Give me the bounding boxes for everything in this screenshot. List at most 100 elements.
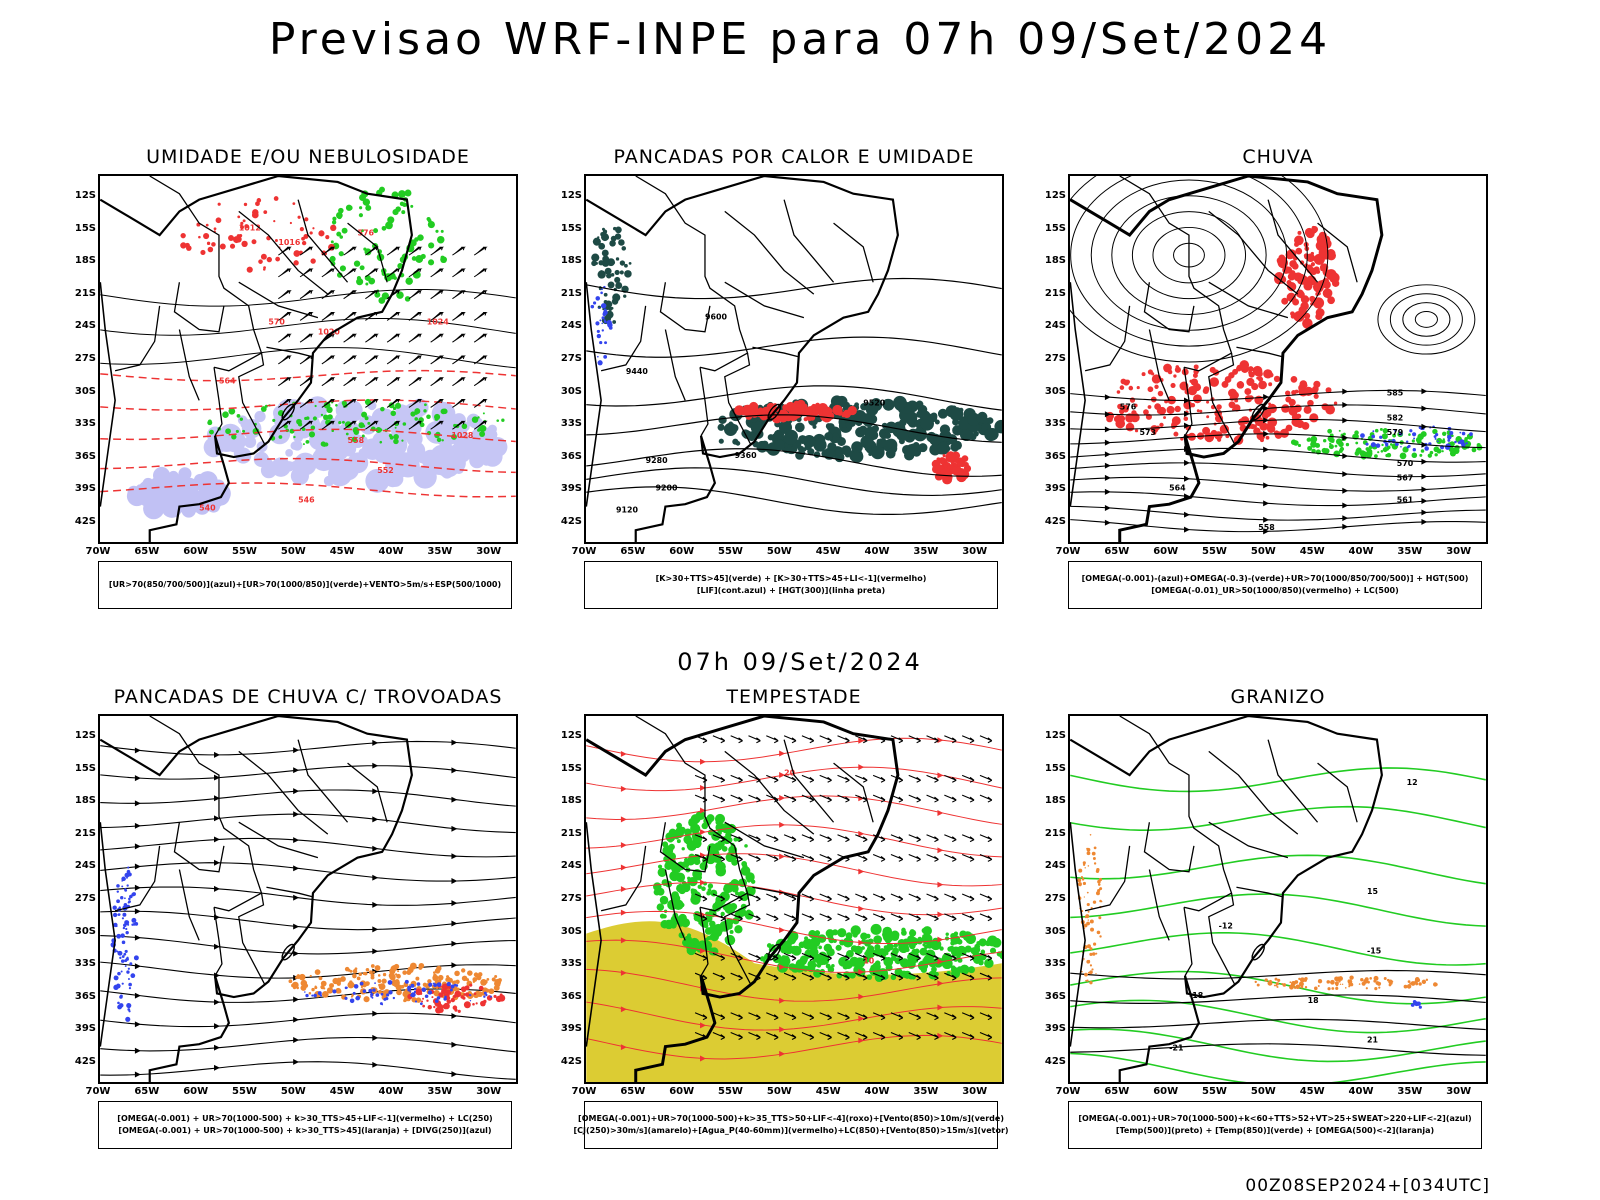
panel-legend: [UR>70(850/700/500)](azul)+[UR>70(1000/8… <box>98 561 512 609</box>
hgt500-contours <box>1070 388 1486 535</box>
lat-tick-label: 42S <box>74 1056 96 1067</box>
lon-tick-label: 35W <box>427 546 453 557</box>
instability-green <box>591 226 632 325</box>
lat-tick-label: 39S <box>1044 1023 1066 1035</box>
lon-tick-label: 60W <box>183 546 209 557</box>
lat-tick-label: 12S <box>1044 730 1066 741</box>
map-svg <box>100 716 516 1082</box>
lon-tick-label: 55W <box>1202 546 1227 557</box>
lat-tick-label: 15S <box>74 762 96 774</box>
lon-tick-label: 40W <box>864 546 890 557</box>
temp850-green <box>1070 767 1486 1082</box>
lon-tick-label: 65W <box>620 1086 646 1097</box>
lon-tick-label: 30W <box>962 546 988 557</box>
lon-tick-label: 40W <box>1348 546 1374 557</box>
lon-tick-label: 30W <box>1446 546 1472 557</box>
lat-tick-label: 18S <box>560 795 582 807</box>
contour-label: 558 <box>348 436 365 445</box>
map-svg: 1012 1016 1020 1024 1028 576 570 564 558 552 546 54… <box>100 176 516 542</box>
lon-tick-label: 45W <box>329 1086 355 1097</box>
omega-red <box>1274 225 1340 329</box>
legend-line: [OMEGA(-0.001) + UR>70(1000-500) + k>30_… <box>117 1114 493 1123</box>
lon-tick-label: 55W <box>718 546 743 557</box>
lat-tick-label: 33S <box>560 418 582 430</box>
lon-tick-label: 65W <box>620 546 646 557</box>
lat-tick-label: 21S <box>1044 827 1066 839</box>
lat-tick-label: 21S <box>560 827 582 839</box>
lat-tick-label: 42S <box>560 1056 582 1067</box>
lon-tick-label: 45W <box>1299 1086 1325 1097</box>
lat-tick-label: 36S <box>560 990 582 1002</box>
legend-line: [UR>70(850/700/500)](azul)+[UR>70(1000/8… <box>108 580 502 589</box>
lat-tick-label: 12S <box>74 190 96 201</box>
lat-tick-label: 30S <box>74 925 96 937</box>
lat-tick-label: 39S <box>74 483 96 495</box>
lon-tick-label: 60W <box>669 546 695 557</box>
map-area: 1012 1016 1020 1024 1028 576 570 564 558 552 546 54… <box>98 174 518 544</box>
lif-blue <box>590 285 613 366</box>
lat-tick-label: 42S <box>74 516 96 527</box>
lon-tick-label: 65W <box>1104 546 1130 557</box>
contour-label: -21 <box>1169 1043 1183 1052</box>
instability-red <box>931 451 972 485</box>
lat-tick-label: 18S <box>1044 255 1066 267</box>
contour-label: 558 <box>1258 523 1275 532</box>
contour-label: 1028 <box>451 431 474 440</box>
lat-tick-label: 39S <box>560 1023 582 1035</box>
lon-tick-label: 70W <box>1055 1086 1081 1097</box>
panel-legend: [OMEGA(-0.001)+UR>70(1000-500)+k>35_TTS>… <box>573 1101 1009 1149</box>
lon-tick-label: 70W <box>1055 546 1081 557</box>
lat-tick-label: 27S <box>560 893 582 904</box>
map-svg: 10 20 <box>586 716 1002 1082</box>
omega500-orange <box>1254 975 1438 991</box>
humidity-upper-blue <box>126 466 231 520</box>
panel-title: TEMPESTADE <box>726 686 862 708</box>
lat-tick-label: 24S <box>74 860 96 872</box>
contour-label: 18 <box>1308 996 1320 1005</box>
map-svg: 585 582 579 576 573 570 567 564 561 558 <box>1070 176 1486 542</box>
temp500-black <box>1070 969 1486 1056</box>
legend-line: [Temp(500)](preto) + [Temp(850)](verde) … <box>1115 1126 1435 1135</box>
map-area <box>98 714 518 1084</box>
coastline-borders <box>1070 176 1384 542</box>
contour-label: 1016 <box>278 238 301 247</box>
contour-label: 9120 <box>616 505 639 514</box>
lat-tick-label: 12S <box>560 190 582 201</box>
contour-label: 573 <box>1140 428 1157 437</box>
contour-label: 567 <box>1397 474 1414 483</box>
lon-tick-label: 65W <box>1104 1086 1130 1097</box>
lon-tick-label: 40W <box>378 546 404 557</box>
contour-labels: 1012 1016 1020 1024 1028 576 570 564 558 552 546 54… <box>199 223 474 512</box>
lon-tick-label: 40W <box>1348 1086 1374 1097</box>
humidity-red <box>180 196 337 273</box>
lat-tick-label: 39S <box>560 483 582 495</box>
panel-title: CHUVA <box>1242 146 1314 168</box>
map-area: 10 20 <box>584 714 1004 1084</box>
divg-blue <box>110 866 139 1022</box>
lon-tick-label: 50W <box>766 546 792 557</box>
lon-tick-label: 35W <box>427 1086 453 1097</box>
map-area: 585 582 579 576 573 570 567 564 561 558 <box>1068 174 1488 544</box>
contour-label: 540 <box>199 503 216 512</box>
lat-tick-label: 12S <box>560 730 582 741</box>
wind-vectors <box>694 735 993 1040</box>
contour-label: 552 <box>377 466 394 475</box>
lat-tick-label: 33S <box>560 958 582 970</box>
contour-label: 585 <box>1387 389 1404 398</box>
contour-label: 546 <box>298 495 315 504</box>
lat-tick-label: 30S <box>1044 385 1066 397</box>
lat-tick-label: 42S <box>560 516 582 527</box>
lon-tick-label: 50W <box>766 1086 792 1097</box>
mid-date-label: 07h 09/Set/2024 <box>677 648 923 676</box>
contour-labels: 9600 9520 9440 9360 9280 9200 9120 <box>616 312 886 514</box>
lat-tick-label: 18S <box>1044 795 1066 807</box>
lat-tick-label: 36S <box>560 450 582 462</box>
panel-legend: [OMEGA(-0.001) + UR>70(1000-500) + k>30_… <box>98 1101 512 1149</box>
lat-tick-label: 27S <box>560 353 582 364</box>
contour-label: 576 <box>357 228 374 237</box>
lon-tick-label: 35W <box>1397 546 1423 557</box>
legend-line: [OMEGA(-0.001)+UR>70(1000-500)+k>35_TTS>… <box>578 1114 1004 1123</box>
legend-line: [K>30+TTS>45](verde) + [K>30+TTS>45+LI<-… <box>655 574 927 583</box>
